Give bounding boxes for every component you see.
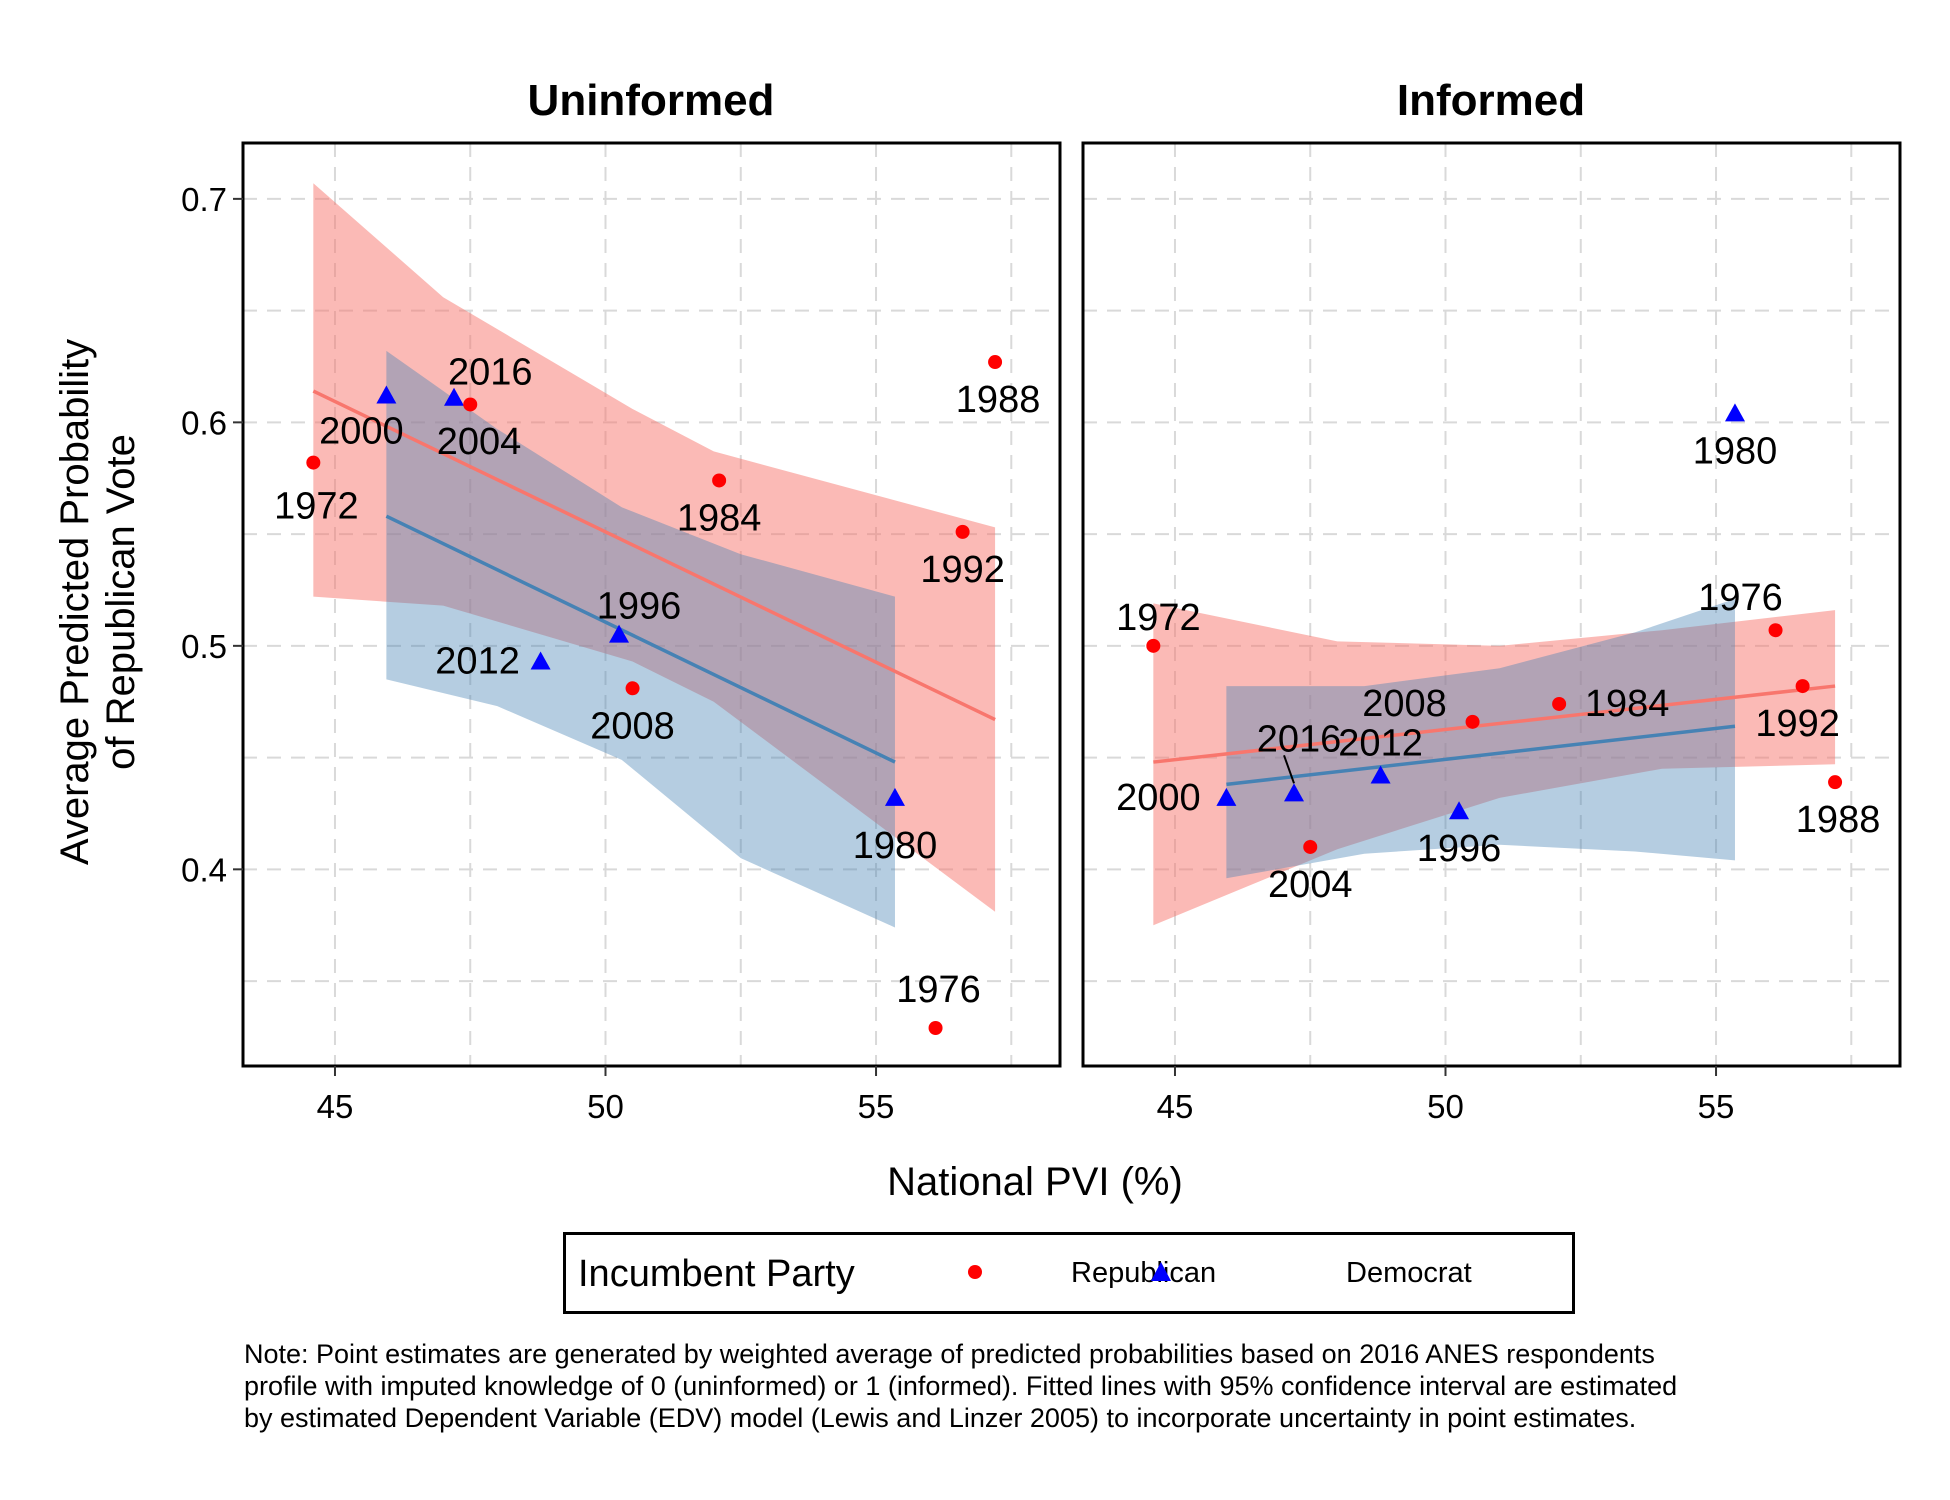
- point-2000: [1216, 787, 1237, 806]
- point-1984: [1552, 696, 1567, 711]
- point-1992: [1795, 679, 1810, 694]
- legend-label-republican: Republican: [1071, 1257, 1217, 1289]
- point-2016: [463, 397, 478, 412]
- y-tick-label: 0.5: [181, 628, 227, 665]
- fit-line-democrat: [385, 514, 896, 764]
- point-1980: [884, 787, 905, 806]
- panel-uninformed: 1972 1976 1980 1984 1988 1992 1996 2000 2004 2008…: [181, 141, 1062, 1125]
- point-label-1976: 1976: [1698, 577, 1783, 619]
- y-tick-label: 0.7: [181, 181, 227, 218]
- note-line: by estimated Dependent Variable (EDV) mo…: [244, 1403, 1637, 1433]
- point-label-1984: 1984: [1585, 683, 1670, 725]
- legend-circle-icon: [968, 1265, 982, 1279]
- panel-title-informed: Informed: [1396, 76, 1586, 125]
- point-label-1996: 1996: [1417, 828, 1502, 870]
- point-1972: [306, 455, 321, 470]
- point-label-1972: 1972: [274, 486, 359, 528]
- point-1972: [1146, 638, 1161, 653]
- point-2008: [625, 681, 640, 696]
- confidence-band-democrat: [1226, 598, 1735, 879]
- y-axis-label-line-1: Average Predicted Probability: [53, 338, 97, 866]
- label-connector-2016: [1283, 755, 1295, 784]
- panel-border: [1081, 141, 1902, 1068]
- point-1988: [988, 355, 1003, 370]
- point-label-1980: 1980: [1693, 430, 1778, 472]
- point-label-2000: 2000: [1116, 777, 1201, 819]
- x-tick-label: 50: [587, 1088, 624, 1125]
- point-label-1980: 1980: [853, 825, 938, 867]
- fit-line-democrat: [1226, 724, 1736, 787]
- point-label-2016: 2016: [1257, 718, 1342, 760]
- y-axis-label: Average Predicted Probability of Republi…: [52, 102, 144, 1102]
- point-1984: [712, 473, 727, 488]
- point-label-1996: 1996: [597, 586, 682, 628]
- panel-title-uninformed: Uninformed: [527, 76, 775, 125]
- x-tick-label: 55: [1698, 1088, 1735, 1125]
- x-axis-label: National PVI (%): [887, 1160, 1183, 1204]
- point-2004: [1303, 839, 1318, 854]
- point-label-1992: 1992: [920, 549, 1005, 591]
- legend-label-democrat: Democrat: [1346, 1257, 1472, 1289]
- point-1976: [928, 1021, 943, 1036]
- x-tick-label: 45: [1157, 1088, 1194, 1125]
- point-2012: [1370, 765, 1391, 784]
- point-label-1988: 1988: [956, 379, 1041, 421]
- point-label-1984: 1984: [677, 497, 762, 539]
- point-label-2008: 2008: [590, 705, 675, 747]
- point-label-2004: 2004: [437, 421, 522, 463]
- note-line: Note: Point estimates are generated by w…: [244, 1339, 1655, 1369]
- point-1996: [1449, 801, 1470, 820]
- point-label-1988: 1988: [1796, 799, 1881, 841]
- point-label-2004: 2004: [1268, 864, 1353, 906]
- point-label-1972: 1972: [1116, 597, 1201, 639]
- point-1976: [1768, 623, 1783, 638]
- y-tick-label: 0.4: [181, 851, 227, 888]
- y-axis-label-line-2: of Republican Vote: [99, 434, 143, 770]
- point-1992: [955, 524, 970, 539]
- point-2000: [376, 385, 397, 404]
- note-line: profile with imputed knowledge of 0 (uni…: [244, 1371, 1678, 1401]
- legend-title: Incumbent Party: [578, 1253, 855, 1295]
- point-label-1976: 1976: [896, 969, 981, 1011]
- confidence-band-republican: [1153, 603, 1836, 926]
- point-1980: [1724, 403, 1745, 422]
- point-label-2008: 2008: [1362, 683, 1447, 725]
- point-label-2000: 2000: [319, 411, 404, 453]
- point-label-2012: 2012: [435, 640, 520, 682]
- point-label-2012: 2012: [1338, 722, 1423, 764]
- y-tick-label: 0.6: [181, 404, 227, 441]
- legend: Incumbent Party Republican Democrat: [563, 1232, 1575, 1314]
- fit-line-republican: [312, 389, 996, 722]
- x-tick-label: 45: [317, 1088, 354, 1125]
- point-label-1992: 1992: [1755, 703, 1840, 745]
- point-1988: [1828, 775, 1843, 790]
- x-tick-label: 50: [1427, 1088, 1464, 1125]
- point-2004: [444, 387, 465, 406]
- point-label-2016: 2016: [448, 351, 533, 393]
- panel-border: [241, 141, 1062, 1068]
- fit-line-republican: [1153, 684, 1836, 764]
- point-2008: [1465, 714, 1480, 729]
- panel-informed: 1972 1976 1980 1984 1988 1992 1996 2000 2004 2008…: [1081, 141, 1902, 1125]
- point-1996: [609, 624, 630, 643]
- legend-triangle-icon: [1151, 1262, 1171, 1281]
- figure-note: Note: Point estimates are generated by w…: [244, 1338, 1944, 1434]
- point-2012: [530, 651, 551, 670]
- point-2016: [1284, 783, 1305, 802]
- x-tick-label: 55: [858, 1088, 895, 1125]
